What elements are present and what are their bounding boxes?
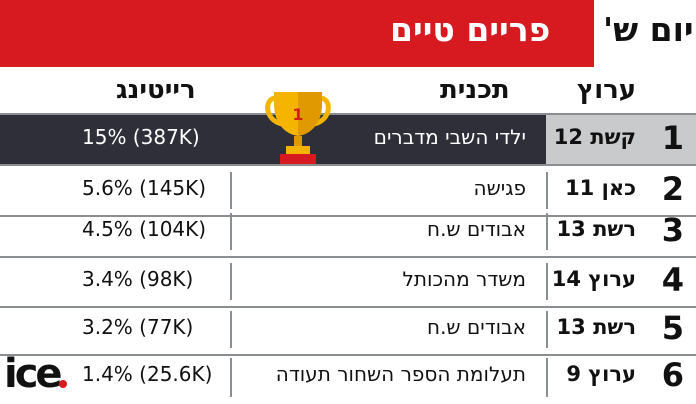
column-divider — [546, 358, 548, 397]
column-divider — [546, 263, 548, 300]
day-label: יום ש' — [603, 10, 694, 49]
channel-name: רשת 13 — [556, 217, 636, 241]
trophy-icon: 1 — [265, 92, 331, 164]
column-divider — [546, 213, 548, 250]
column-divider — [230, 358, 232, 397]
channel-cell: רשת 13 3 — [546, 207, 696, 256]
channel-cell: ערוץ 14 4 — [546, 257, 696, 306]
channel-name: כאן 11 — [565, 176, 636, 200]
rating-cell: 3.4% (98K) — [0, 257, 230, 306]
table-row: 1.4% (25.6K) תעלומת הספר השחור תעודה ערו… — [0, 352, 696, 403]
title-banner — [0, 0, 594, 67]
program-cell: פגישה — [230, 166, 546, 215]
rating-value: 4.5% (104K) — [82, 217, 207, 241]
column-divider — [546, 311, 548, 348]
rank-number: 5 — [661, 309, 684, 347]
svg-text:ice: ice — [4, 351, 61, 393]
channel-cell: קשת 12 1 — [546, 115, 696, 164]
column-header-channel: ערוץ — [577, 75, 637, 105]
channel-cell: ערוץ 9 6 — [546, 352, 696, 401]
rank-number: 1 — [661, 119, 684, 157]
program-name: ילדי השבי מדברים — [373, 125, 526, 149]
column-divider — [230, 263, 232, 300]
program-name: משדר מהכותל — [402, 267, 526, 291]
program-cell: משדר מהכותל — [230, 257, 546, 306]
column-header-rating: רייטינג — [116, 75, 196, 105]
title-bar: פריים טיים יום ש' — [0, 0, 696, 67]
trophy-label: 1 — [292, 105, 303, 124]
column-header-program: תכנית — [440, 75, 510, 105]
column-divider — [230, 213, 232, 250]
rating-value: 3.2% (77K) — [82, 315, 194, 339]
channel-name: קשת 12 — [553, 125, 636, 149]
rating-cell: 3.2% (77K) — [0, 305, 230, 354]
channel-name: רשת 13 — [556, 315, 636, 339]
rating-cell: 15% (387K) — [0, 115, 230, 164]
table-row: 3.2% (77K) אבודים ש.ח רשת 13 5 — [0, 305, 696, 356]
ice-logo: ice — [4, 351, 67, 393]
channel-cell: רשת 13 5 — [546, 305, 696, 354]
channel-cell: כאן 11 2 — [546, 166, 696, 215]
rank-number: 3 — [661, 211, 684, 249]
rating-cell: 5.6% (145K) — [0, 166, 230, 215]
program-cell: אבודים ש.ח — [230, 207, 546, 256]
rank-number: 2 — [661, 170, 684, 208]
program-cell: אבודים ש.ח — [230, 305, 546, 354]
rating-value: 1.4% (25.6K) — [82, 362, 213, 386]
rank-number: 4 — [661, 261, 684, 299]
program-name: אבודים ש.ח — [427, 217, 526, 241]
rating-cell: 4.5% (104K) — [0, 207, 230, 256]
program-name: אבודים ש.ח — [427, 315, 526, 339]
rating-value: 3.4% (98K) — [82, 267, 194, 291]
day-banner — [594, 0, 696, 67]
rating-value: 5.6% (145K) — [82, 176, 207, 200]
column-divider — [546, 172, 548, 209]
channel-name: ערוץ 9 — [566, 362, 636, 386]
table-row: 4.5% (104K) אבודים ש.ח רשת 13 3 — [0, 207, 696, 258]
program-cell: תעלומת הספר השחור תעודה — [230, 352, 546, 401]
table-row: 15% (387K) ילדי השבי מדברים קשת 12 1 — [0, 113, 696, 166]
column-divider — [230, 311, 232, 348]
rating-cell: 1.4% (25.6K) — [0, 352, 230, 401]
program-name: תעלומת הספר השחור תעודה — [275, 362, 526, 386]
table-row: 5.6% (145K) פגישה כאן 11 2 — [0, 166, 696, 217]
table-row: 3.4% (98K) משדר מהכותל ערוץ 14 4 — [0, 257, 696, 308]
page-title: פריים טיים — [390, 10, 551, 49]
channel-name: ערוץ 14 — [551, 267, 636, 291]
column-divider — [230, 172, 232, 209]
rating-value: 15% (387K) — [82, 125, 200, 149]
rank-number: 6 — [661, 356, 684, 394]
program-name: פגישה — [473, 176, 526, 200]
